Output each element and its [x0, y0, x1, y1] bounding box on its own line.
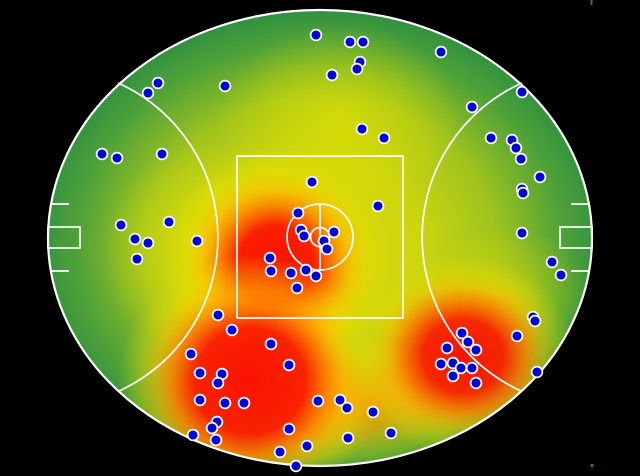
- data-point: [218, 79, 232, 93]
- data-point: [515, 226, 529, 240]
- data-point: [282, 422, 296, 436]
- data-points: [95, 28, 568, 473]
- data-point: [155, 147, 169, 161]
- data-point: [371, 199, 385, 213]
- render-artifact-tick-bottom: [590, 464, 594, 467]
- data-point: [327, 225, 341, 239]
- fifty-metre-arc-right: [421, 82, 523, 392]
- data-point: [465, 100, 479, 114]
- data-point: [461, 335, 475, 349]
- data-point: [205, 421, 219, 435]
- data-point: [325, 68, 339, 82]
- data-point: [434, 45, 448, 59]
- data-point: [533, 170, 547, 184]
- data-point: [130, 252, 144, 266]
- data-point: [434, 357, 448, 371]
- data-point: [264, 264, 278, 278]
- data-point: [469, 376, 483, 390]
- data-point: [141, 86, 155, 100]
- render-artifact-tick-top: [590, 0, 593, 5]
- goal-square-left: [47, 226, 81, 249]
- data-point: [355, 122, 369, 136]
- data-point: [186, 428, 200, 442]
- data-point: [516, 186, 530, 200]
- data-point: [528, 314, 542, 328]
- data-point: [193, 366, 207, 380]
- data-point: [289, 459, 303, 473]
- data-point: [530, 365, 544, 379]
- data-point: [343, 35, 357, 49]
- data-point: [211, 376, 225, 390]
- data-point: [455, 326, 469, 340]
- data-point: [193, 393, 207, 407]
- data-point: [263, 251, 277, 265]
- data-point: [110, 151, 124, 165]
- data-point: [273, 445, 287, 459]
- data-point: [509, 141, 523, 155]
- data-point: [484, 131, 498, 145]
- data-point: [290, 281, 304, 295]
- data-point: [514, 152, 528, 166]
- data-point: [141, 236, 155, 250]
- data-point: [284, 266, 298, 280]
- data-point: [237, 396, 251, 410]
- data-point: [309, 28, 323, 42]
- data-point: [356, 35, 370, 49]
- data-point: [554, 268, 568, 282]
- centre-square: [236, 155, 404, 319]
- data-point: [515, 85, 529, 99]
- data-point: [340, 401, 354, 415]
- data-point: [299, 263, 313, 277]
- field-lines: [46, 8, 594, 468]
- data-point: [225, 323, 239, 337]
- data-point: [377, 131, 391, 145]
- goal-square-right: [559, 226, 593, 249]
- data-point: [384, 426, 398, 440]
- data-point: [282, 358, 296, 372]
- data-point: [291, 206, 305, 220]
- data-point: [311, 394, 325, 408]
- data-point: [151, 76, 165, 90]
- data-point: [446, 369, 460, 383]
- data-point: [162, 215, 176, 229]
- data-point: [184, 347, 198, 361]
- data-point: [366, 405, 380, 419]
- data-point: [440, 341, 454, 355]
- data-point: [341, 431, 355, 445]
- data-point: [297, 229, 311, 243]
- data-point: [300, 439, 314, 453]
- data-point: [309, 269, 323, 283]
- data-point: [114, 218, 128, 232]
- data-point: [545, 255, 559, 269]
- fifty-metre-arc-left: [117, 82, 219, 392]
- data-point: [95, 147, 109, 161]
- data-point: [465, 361, 479, 375]
- data-point: [209, 433, 223, 447]
- data-point: [211, 308, 225, 322]
- data-point: [320, 242, 334, 256]
- data-point: [350, 62, 364, 76]
- data-point: [264, 337, 278, 351]
- data-point: [218, 396, 232, 410]
- data-point: [190, 234, 204, 248]
- data-point: [333, 393, 347, 407]
- data-point: [305, 175, 319, 189]
- data-point: [128, 232, 142, 246]
- data-point: [469, 343, 483, 357]
- data-point: [510, 329, 524, 343]
